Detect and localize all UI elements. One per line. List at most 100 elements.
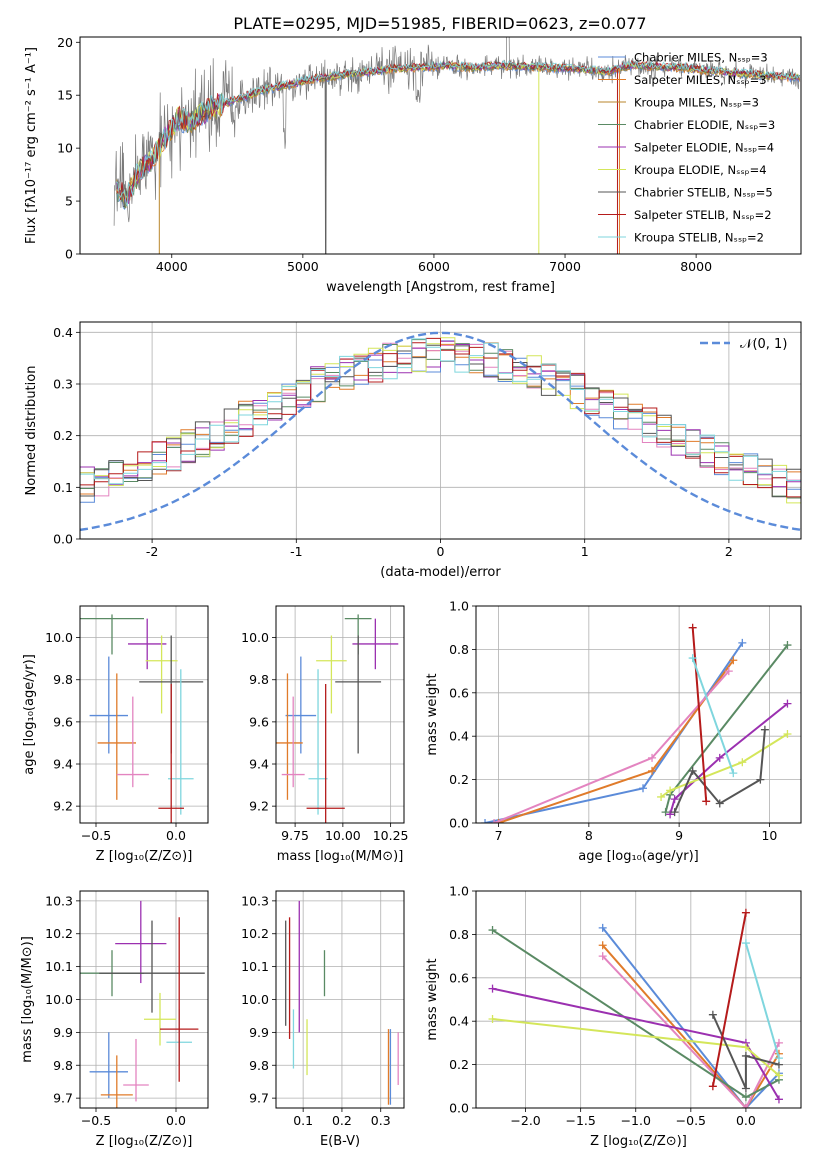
- legend-entry: 𝒩(0, 1): [740, 337, 787, 352]
- x-tick-label: 4000: [156, 259, 188, 274]
- weight-marker: [729, 769, 738, 778]
- y-tick-label: 0.2: [449, 1057, 469, 1072]
- chart-age_vs_mass: 9.75 10.00 10.25 9.2 9.4 9.6 9.8 10.0 mass [log₁…: [241, 605, 409, 864]
- y-tick-label: 9.7: [249, 1091, 269, 1106]
- figure-title: PLATE=0295, MJD=51985, FIBERID=0623, z=0…: [233, 14, 646, 33]
- error-point-salpeter_elodie: [128, 618, 167, 670]
- axes-frame: [79, 605, 209, 824]
- y-tick-label: 9.8: [53, 672, 73, 687]
- x-tick-label: 7000: [549, 259, 581, 274]
- y-tick-label: 9.8: [249, 672, 269, 687]
- x-tick-label: 10.25: [373, 828, 409, 843]
- weight-marker: [708, 1010, 717, 1019]
- weight-marker: [670, 795, 679, 804]
- plot-area: [276, 614, 399, 823]
- y-tick-label: 0.3: [53, 377, 73, 392]
- axes-frame: [79, 321, 802, 540]
- chart-age_vs_Z: −0.5 0.0 9.2 9.4 9.6 9.8 10.0 Z [log₁₀(Z/Z⊙)] ag…: [22, 605, 209, 864]
- y-tick-label: 10.2: [241, 926, 269, 941]
- y-tick-label: 10.0: [241, 630, 269, 645]
- y-tick-label: 0.4: [449, 1014, 469, 1029]
- legend-entry: Kroupa STELIB, Nₛₛₚ=2: [634, 231, 764, 245]
- weight-marker: [639, 784, 648, 793]
- y-tick-label: 9.4: [249, 757, 269, 772]
- weight-marker: [481, 819, 490, 823]
- weight-marker: [598, 941, 607, 950]
- weight-marker: [741, 908, 750, 917]
- error-point-salpeter_stelib: [306, 683, 345, 823]
- y-tick-label: 9.2: [249, 799, 269, 814]
- plot-area: [80, 900, 205, 1108]
- y-tick-label: 0.0: [53, 532, 73, 547]
- x-tick-label: 0.2: [332, 1113, 352, 1128]
- chart-residual_histogram: -2 -1 0 1 2 0.0 0.1 0.2 0.3 0.4 (data-model)/error…: [24, 321, 802, 580]
- weight-marker: [783, 641, 792, 650]
- weight-marker: [702, 797, 711, 806]
- error-point-chabrier_miles: [89, 656, 128, 754]
- x-tick-label: 8000: [680, 259, 712, 274]
- weight-marker: [598, 923, 607, 932]
- weight-marker: [741, 1093, 750, 1102]
- axes-frame: [275, 890, 405, 1109]
- weight-line-kroupa_elodie: [660, 733, 789, 798]
- plot-area: [80, 331, 801, 532]
- weight-marker: [688, 654, 697, 663]
- y-tick-label: 9.7: [53, 1091, 73, 1106]
- axes-frame: [475, 890, 802, 1109]
- y-tick-label: 9.2: [53, 799, 73, 814]
- legend-entry: Kroupa ELODIE, Nₛₛₚ=4: [634, 163, 767, 177]
- weight-marker: [661, 808, 670, 817]
- weight-marker: [741, 939, 750, 948]
- y-tick-label: 10.0: [45, 630, 73, 645]
- x-tick-label: 9: [675, 828, 683, 843]
- histogram-salpeter_stelib: [80, 337, 801, 498]
- y-tick-label: 10: [57, 141, 73, 156]
- weight-marker: [729, 656, 738, 665]
- model-spectrum-kroupa_stelib: [116, 60, 800, 207]
- y-tick-label: 0: [65, 247, 73, 262]
- weight-line-pink: [601, 955, 780, 1108]
- error-point-salpeter_miles: [97, 673, 136, 800]
- y-tick-label: 0.8: [449, 642, 469, 657]
- x-tick-label: −2.0: [510, 1113, 540, 1128]
- weight-marker: [774, 1038, 783, 1047]
- error-point-chabrier_stelib: [335, 635, 382, 754]
- weight-marker: [688, 766, 697, 775]
- y-tick-label: 0.0: [449, 1101, 469, 1116]
- x-axis-label: Z [log₁₀(Z/Z⊙)]: [96, 849, 193, 864]
- y-tick-label: 9.6: [249, 714, 269, 729]
- x-tick-label: 0.3: [371, 1113, 391, 1128]
- legend-entry: Salpeter STELIB, Nₛₛₚ=2: [634, 208, 772, 222]
- y-axis-label: mass weight: [425, 673, 440, 755]
- error-point-salpeter_miles: [276, 673, 303, 800]
- histogram-kroupa_stelib: [80, 338, 801, 485]
- y-tick-label: 10.1: [45, 959, 73, 974]
- x-tick-label: -1: [290, 544, 302, 559]
- weight-marker: [774, 1095, 783, 1104]
- y-tick-label: 0.6: [449, 685, 469, 700]
- y-tick-label: 0.2: [53, 428, 73, 443]
- legend-entry: Chabrier STELIB, Nₛₛₚ=5: [634, 186, 773, 200]
- y-tick-label: 10.3: [45, 893, 73, 908]
- chart-spectrum: 4000 5000 6000 7000 8000 0 5 10 15 20 wavelength […: [24, 35, 802, 295]
- y-tick-label: 5: [65, 194, 73, 209]
- weight-marker: [774, 1054, 783, 1063]
- error-point-salpeter_elodie: [352, 618, 399, 670]
- y-tick-label: 1.0: [449, 599, 469, 614]
- y-tick-label: 10.0: [241, 992, 269, 1007]
- y-axis-label: age [log₁₀(age/yr)]: [22, 654, 37, 775]
- weight-marker: [670, 808, 679, 817]
- error-point-kroupa_elodie: [316, 635, 347, 714]
- axes-frame: [475, 605, 802, 824]
- plot-area: [481, 623, 792, 823]
- x-tick-label: 0.1: [293, 1113, 313, 1128]
- x-tick-label: −0.5: [81, 828, 111, 843]
- y-tick-label: 10.2: [45, 926, 73, 941]
- weight-marker: [598, 952, 607, 961]
- weight-marker: [738, 638, 747, 647]
- y-tick-label: 0.8: [449, 927, 469, 942]
- chart-weight_vs_Z: −2.0 −1.5 −1.0 −0.5 0.0 0.0 0.2 0.4 0.6 0.8 1.0 Z […: [425, 884, 802, 1149]
- error-point-salpeter_elodie: [115, 900, 167, 984]
- normal-curve: [80, 331, 801, 532]
